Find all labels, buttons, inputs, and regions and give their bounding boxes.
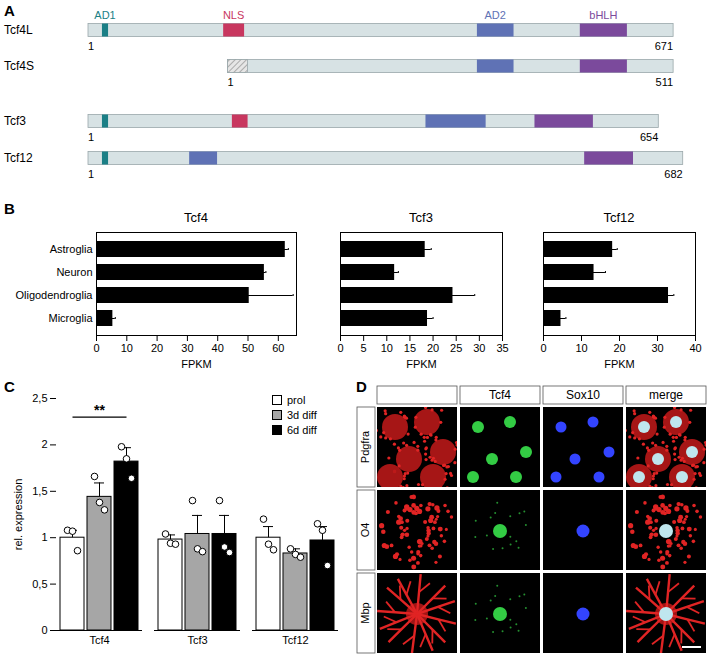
- html-text:Tcf3: Tcf3: [409, 210, 433, 225]
- svg-text:Neuron: Neuron: [56, 266, 92, 278]
- svg-text:1: 1: [88, 131, 94, 143]
- svg-text:30: 30: [473, 342, 485, 354]
- svg-text:0,5: 0,5: [32, 578, 47, 590]
- svg-text:654: 654: [640, 131, 658, 143]
- svg-text:AD1: AD1: [94, 9, 115, 21]
- svg-text:1,5: 1,5: [32, 485, 47, 497]
- svg-text:O4: O4: [359, 523, 371, 538]
- svg-text:40: 40: [689, 342, 701, 354]
- svg-text:Tcf4: Tcf4: [489, 388, 511, 402]
- svg-text:Pdgfra: Pdgfra: [359, 430, 371, 463]
- html-text:6d diff: 6d diff: [287, 423, 317, 436]
- svg-text:FPKM: FPKM: [604, 358, 635, 370]
- svg-text:1: 1: [228, 76, 234, 88]
- svg-text:Tcf4: Tcf4: [89, 634, 109, 646]
- svg-text:35: 35: [496, 342, 508, 354]
- svg-text:40: 40: [212, 342, 224, 354]
- svg-text:5: 5: [361, 342, 367, 354]
- html-text:prol: prol: [287, 393, 306, 406]
- svg-text:0: 0: [540, 342, 546, 354]
- svg-text:0: 0: [337, 342, 343, 354]
- html-text:A: A: [4, 2, 15, 19]
- html-text:D: D: [356, 378, 367, 395]
- svg-text:Oligodendroglia: Oligodendroglia: [15, 289, 93, 301]
- svg-text:0: 0: [41, 624, 47, 636]
- svg-text:Astroglia: Astroglia: [50, 243, 94, 255]
- svg-text:25: 25: [450, 342, 462, 354]
- html-text:C: C: [4, 378, 15, 395]
- svg-text:10: 10: [121, 342, 133, 354]
- svg-text:Mbp: Mbp: [359, 602, 371, 623]
- svg-text:Tcf3: Tcf3: [187, 634, 207, 646]
- svg-text:2: 2: [41, 438, 47, 450]
- svg-text:AD2: AD2: [485, 9, 506, 21]
- svg-text:20: 20: [151, 342, 163, 354]
- svg-text:Tcf4S: Tcf4S: [4, 59, 34, 73]
- svg-text:1: 1: [41, 531, 47, 543]
- svg-text:50: 50: [242, 342, 254, 354]
- svg-text:10: 10: [575, 342, 587, 354]
- svg-text:rel. expression: rel. expression: [12, 479, 24, 551]
- svg-text:Microglia: Microglia: [48, 312, 93, 324]
- svg-text:Sox10: Sox10: [566, 388, 600, 402]
- html-text:3d diff: 3d diff: [287, 408, 317, 421]
- svg-text:FPKM: FPKM: [181, 358, 212, 370]
- svg-text:30: 30: [651, 342, 663, 354]
- svg-text:Tcf12: Tcf12: [4, 151, 33, 165]
- svg-text:1: 1: [88, 40, 94, 52]
- svg-text:671: 671: [655, 40, 673, 52]
- svg-text:bHLH: bHLH: [589, 9, 617, 21]
- svg-text:511: 511: [656, 76, 674, 88]
- svg-text:FPKM: FPKM: [406, 358, 437, 370]
- html-text:Tcf4: Tcf4: [184, 210, 208, 225]
- svg-text:10: 10: [381, 342, 393, 354]
- svg-text:1: 1: [88, 168, 94, 180]
- svg-text:Tcf12: Tcf12: [282, 634, 308, 646]
- svg-text:Tcf3: Tcf3: [4, 114, 26, 128]
- svg-text:merge: merge: [649, 388, 683, 402]
- svg-text:30: 30: [181, 342, 193, 354]
- svg-text:NLS: NLS: [223, 9, 244, 21]
- svg-text:682: 682: [664, 168, 682, 180]
- svg-text:60: 60: [272, 342, 284, 354]
- svg-text:Tcf4L: Tcf4L: [4, 23, 33, 37]
- svg-text:15: 15: [404, 342, 416, 354]
- svg-text:20: 20: [427, 342, 439, 354]
- svg-text:2,5: 2,5: [32, 392, 47, 404]
- svg-text:20: 20: [613, 342, 625, 354]
- svg-text:**: **: [94, 402, 105, 418]
- svg-text:0: 0: [93, 342, 99, 354]
- html-text:B: B: [4, 200, 15, 217]
- html-text:Tcf12: Tcf12: [603, 210, 635, 225]
